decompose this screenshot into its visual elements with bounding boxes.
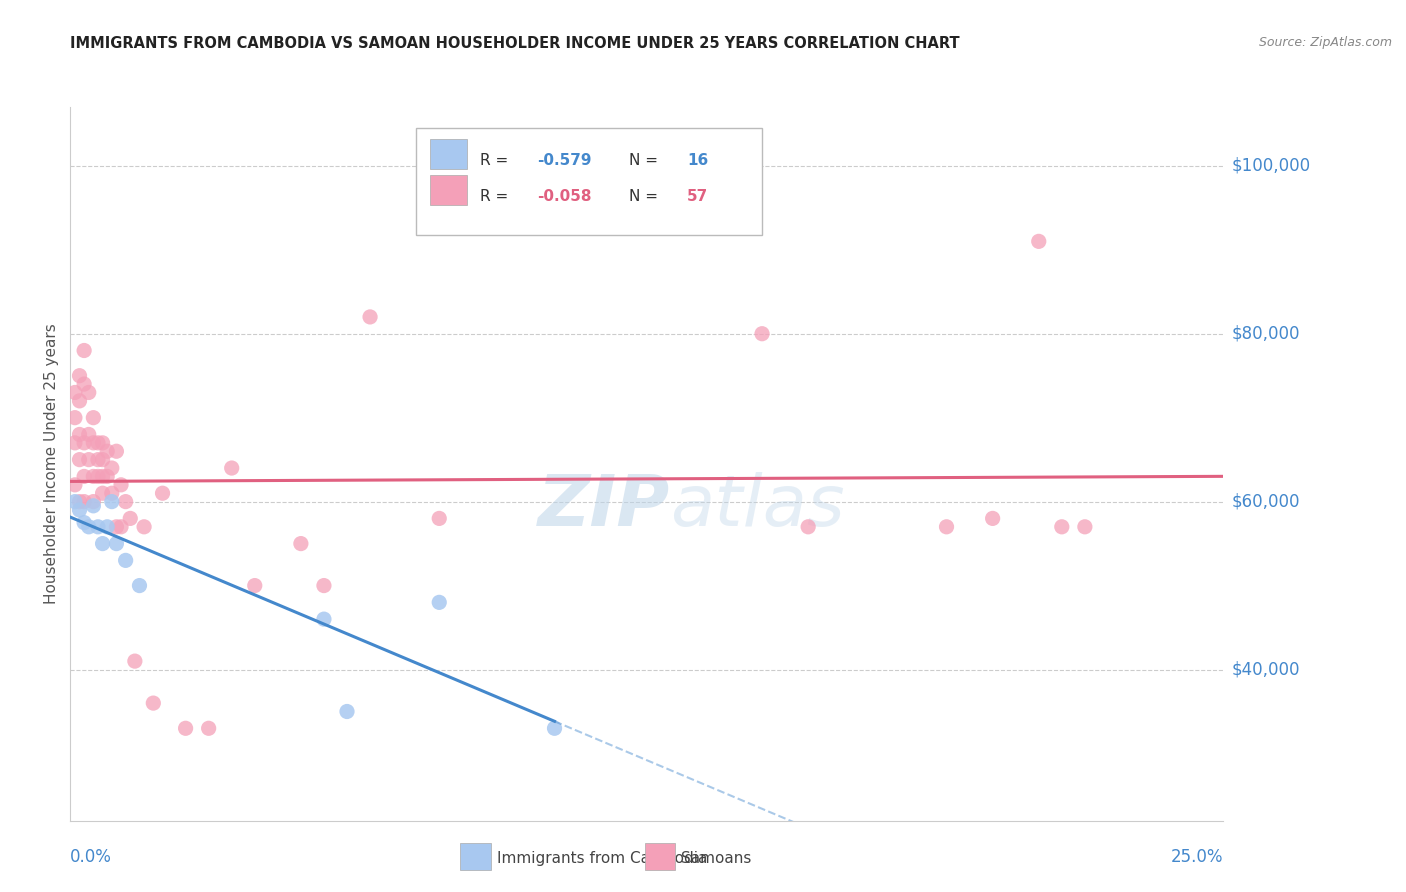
Point [152, 486, 174, 500]
Text: 0.0%: 0.0% [70, 848, 112, 866]
Point [82, 494, 104, 508]
Text: N =: N = [630, 153, 664, 169]
Text: Source: ZipAtlas.com: Source: ZipAtlas.com [1258, 36, 1392, 49]
Point [63, 478, 86, 492]
Point [101, 486, 124, 500]
FancyBboxPatch shape [416, 128, 762, 235]
FancyBboxPatch shape [430, 175, 467, 205]
Text: -0.579: -0.579 [537, 153, 592, 169]
Point [312, 578, 335, 592]
Point [91, 452, 114, 467]
Point [359, 310, 381, 324]
Text: 57: 57 [688, 189, 709, 204]
Point [336, 705, 359, 719]
Point [77, 427, 100, 442]
Point [77, 520, 100, 534]
Point [73, 377, 96, 392]
Point [1028, 235, 1050, 249]
Point [96, 469, 118, 483]
Point [197, 721, 219, 735]
Text: $40,000: $40,000 [1232, 660, 1301, 679]
Point [142, 696, 165, 710]
Text: R =: R = [479, 153, 513, 169]
FancyBboxPatch shape [430, 139, 467, 169]
Point [221, 461, 243, 475]
Point [87, 469, 110, 483]
Point [96, 444, 118, 458]
Point [1050, 520, 1073, 534]
Point [87, 452, 110, 467]
Point [91, 469, 114, 483]
Text: 16: 16 [688, 153, 709, 169]
Point [82, 499, 104, 513]
Y-axis label: Householder Income Under 25 years: Householder Income Under 25 years [44, 324, 59, 604]
Point [105, 444, 128, 458]
Point [96, 520, 118, 534]
Point [73, 516, 96, 530]
Point [91, 486, 114, 500]
Point [751, 326, 773, 341]
Text: R =: R = [479, 189, 513, 204]
Point [77, 385, 100, 400]
Point [132, 520, 155, 534]
Point [243, 578, 266, 592]
Point [69, 452, 91, 467]
Text: atlas: atlas [669, 472, 845, 541]
Point [114, 494, 136, 508]
Point [73, 494, 96, 508]
Point [82, 410, 104, 425]
Point [82, 469, 104, 483]
Point [110, 478, 132, 492]
Point [91, 435, 114, 450]
Point [290, 536, 312, 550]
Point [69, 368, 91, 383]
Text: $100,000: $100,000 [1232, 157, 1310, 175]
Point [63, 385, 86, 400]
Point [174, 721, 197, 735]
Point [69, 494, 91, 508]
Text: Samoans: Samoans [681, 851, 751, 865]
Point [63, 410, 86, 425]
Point [101, 494, 124, 508]
Point [543, 721, 565, 735]
Text: $80,000: $80,000 [1232, 325, 1301, 343]
Point [69, 393, 91, 408]
Point [114, 553, 136, 567]
Point [427, 595, 450, 609]
Point [981, 511, 1004, 525]
Point [105, 520, 128, 534]
Point [128, 578, 150, 592]
Point [101, 461, 124, 475]
Point [82, 435, 104, 450]
Point [87, 520, 110, 534]
Point [73, 469, 96, 483]
Point [312, 612, 335, 626]
Text: ZIP: ZIP [537, 472, 669, 541]
Text: Immigrants from Cambodia: Immigrants from Cambodia [496, 851, 707, 865]
Point [69, 503, 91, 517]
Point [120, 511, 142, 525]
Point [69, 427, 91, 442]
Point [73, 343, 96, 358]
Point [427, 511, 450, 525]
Text: 25.0%: 25.0% [1171, 848, 1223, 866]
Text: -0.058: -0.058 [537, 189, 592, 204]
Point [73, 435, 96, 450]
Point [797, 520, 820, 534]
Point [935, 520, 957, 534]
Text: IMMIGRANTS FROM CAMBODIA VS SAMOAN HOUSEHOLDER INCOME UNDER 25 YEARS CORRELATION: IMMIGRANTS FROM CAMBODIA VS SAMOAN HOUSE… [70, 36, 960, 51]
Text: $60,000: $60,000 [1232, 492, 1301, 510]
Point [87, 435, 110, 450]
Point [63, 494, 86, 508]
Point [110, 520, 132, 534]
Point [91, 536, 114, 550]
Point [63, 435, 86, 450]
Point [1074, 520, 1097, 534]
Point [124, 654, 146, 668]
Point [105, 536, 128, 550]
Text: N =: N = [630, 189, 664, 204]
Point [77, 452, 100, 467]
